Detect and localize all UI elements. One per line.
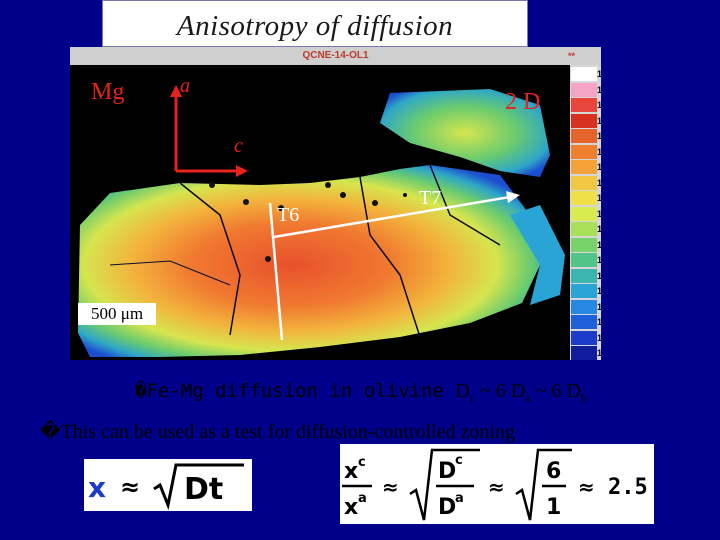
- traverse-t6-line: [268, 202, 284, 341]
- colorbar-label: 1507: [597, 255, 601, 266]
- colorbar-swatch: [571, 237, 597, 252]
- colorbar-swatch: [571, 284, 597, 299]
- colorbar-label: 1584: [597, 224, 601, 235]
- dimension-label: 2 D: [505, 89, 541, 115]
- svg-text:≈: ≈: [382, 475, 399, 499]
- colorbar-swatch: [571, 129, 597, 144]
- colorbar-swatch: [571, 144, 597, 159]
- colorbar-label: 1727: [597, 162, 601, 173]
- equation-left-render: x ≈ Dt: [88, 463, 244, 511]
- sub-a: a: [525, 391, 531, 405]
- colorbar-label: 1617: [597, 208, 601, 219]
- colorbar-label: 1826: [597, 115, 601, 126]
- equation-anisotropy-ratio: x c x a ≈ D c D a ≈ 6 1 ≈ 2.5: [340, 444, 654, 524]
- colorbar-label: 1474: [597, 270, 601, 281]
- colorbar-swatch: [571, 268, 597, 283]
- crystal-axes: [170, 85, 248, 177]
- colorbar-swatch: [571, 315, 597, 330]
- colorbar-swatch: [571, 191, 597, 206]
- colorbar-label: 1298: [597, 348, 601, 359]
- svg-text:Dt: Dt: [184, 472, 223, 507]
- svg-text:x: x: [344, 495, 358, 520]
- traverse-t7-label: T7: [419, 187, 442, 209]
- colorbar-label: 1936: [597, 69, 601, 79]
- colorbar-swatch: [571, 206, 597, 221]
- bullet-test-zoning: �This can be used as a test for diffusio…: [40, 419, 515, 444]
- svg-text:≈: ≈: [488, 475, 505, 499]
- scale-bar-label: 500 μm: [78, 303, 156, 325]
- colorbar-swatch: [571, 222, 597, 237]
- svg-text:c: c: [358, 455, 366, 470]
- colorbar-swatch: [571, 330, 597, 345]
- svg-text:a: a: [358, 491, 367, 506]
- svg-text:D: D: [438, 495, 456, 520]
- svg-text:x: x: [88, 471, 106, 504]
- svg-text:≈: ≈: [120, 473, 140, 501]
- svg-text:x: x: [344, 459, 358, 484]
- equation-diffusion-length: x ≈ Dt: [84, 459, 252, 511]
- colorbar-label: 1870: [597, 100, 601, 111]
- colorbar-swatch: [571, 82, 597, 97]
- colorbar-swatch: [571, 299, 597, 314]
- svg-text:c: c: [455, 453, 463, 468]
- axis-a-label: a: [180, 75, 190, 97]
- colorbar-labels: 1936 1903 1870 1826 1793 1760 1727 1683 1650 1617…: [597, 65, 601, 360]
- svg-text:D: D: [438, 459, 456, 484]
- title-box: Anisotropy of diffusion: [102, 0, 528, 47]
- olivine-grain-right: [510, 205, 565, 305]
- colorbar-label: 1650: [597, 193, 601, 204]
- bullet-olivine-diffusion: �Fe-Mg diffusion in olivine Dc ~ 6 Da ~ …: [135, 380, 587, 406]
- olivine-grain-main: [78, 165, 540, 357]
- bullet-text: This can be used as a test for diffusion…: [60, 421, 516, 443]
- colorbar-swatch: [571, 113, 597, 128]
- colorbar-label: 1364: [597, 317, 601, 328]
- colorbar-label: 1760: [597, 146, 601, 157]
- colorbar: [570, 65, 601, 360]
- axis-c-label: c: [234, 135, 243, 157]
- colorbar-label: 1793: [597, 131, 601, 142]
- sub-b: b: [580, 391, 587, 405]
- colorbar-swatch: [571, 346, 597, 360]
- colorbar-swatch: [571, 160, 597, 175]
- svg-text:1: 1: [546, 495, 561, 520]
- colorbar-swatch: [571, 253, 597, 268]
- sub-c: c: [469, 391, 476, 405]
- colorbar-label: 1408: [597, 301, 601, 312]
- bullet-text: Fe-Mg diffusion in olivine: [146, 380, 444, 402]
- svg-text:2.5: 2.5: [608, 475, 648, 500]
- colorbar-label: 1331: [597, 332, 601, 343]
- traverse-t7-line: [273, 195, 511, 239]
- colorbar-swatch: [571, 67, 597, 81]
- figure-header: QCNE-14-OL1 **: [70, 47, 601, 65]
- traverse-t6-label: T6: [277, 204, 300, 226]
- header-marks: **: [567, 51, 575, 61]
- equation-right-render: x c x a ≈ D c D a ≈ 6 1 ≈ 2.5: [342, 448, 648, 521]
- colorbar-label: 1683: [597, 177, 601, 188]
- svg-text:≈: ≈: [578, 475, 595, 499]
- colorbar-label: 1903: [597, 84, 601, 95]
- colorbar-swatch: [571, 98, 597, 113]
- element-label: Mg: [91, 79, 125, 105]
- svg-text:6: 6: [546, 459, 561, 484]
- diffusion-relation: Dc ~ 6 Da ~ 6 Db: [455, 380, 587, 405]
- diffusion-map-figure: QCNE-14-OL1 **: [70, 47, 601, 360]
- colorbar-swatch: [571, 175, 597, 190]
- colorbar-label: 1551: [597, 239, 601, 250]
- bullet-marker: �: [135, 380, 147, 402]
- colorbar-label: 1441: [597, 286, 601, 297]
- olivine-grain-upper: [380, 89, 550, 177]
- svg-text:a: a: [455, 491, 464, 506]
- sample-id: QCNE-14-OL1: [302, 50, 369, 61]
- bullet-marker: �: [40, 421, 61, 443]
- slide-title: Anisotropy of diffusion: [176, 10, 454, 42]
